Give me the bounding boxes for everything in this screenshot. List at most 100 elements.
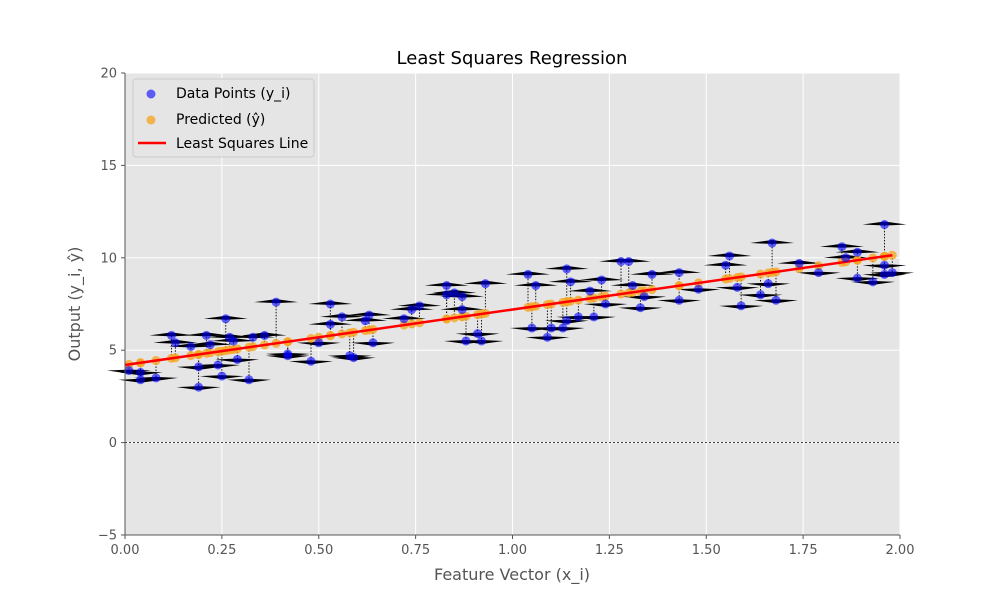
data-point [725, 251, 734, 261]
data-point [457, 292, 467, 302]
data-point [635, 303, 645, 313]
data-point [232, 354, 242, 364]
data-point [442, 290, 452, 300]
data-point [167, 330, 176, 340]
data-point [194, 362, 204, 372]
data-point [763, 279, 773, 289]
data-point [449, 288, 459, 298]
x-tick-label: 0.25 [207, 543, 236, 558]
x-tick-label: 0.75 [401, 543, 430, 558]
x-axis-label: Feature Vector (x_i) [434, 565, 590, 585]
data-point [325, 299, 335, 309]
data-point [325, 319, 335, 329]
data-point [546, 323, 556, 333]
y-tick-label: 0 [109, 436, 117, 451]
data-point [213, 360, 223, 370]
data-point [767, 238, 777, 248]
data-point [229, 336, 238, 346]
data-point [314, 338, 324, 348]
data-point [124, 366, 134, 376]
data-point [558, 323, 568, 333]
data-point [647, 269, 657, 279]
data-point [399, 314, 409, 324]
data-point [732, 282, 742, 292]
y-tick-label: 15 [100, 159, 117, 174]
data-point [306, 356, 316, 366]
legend: Data Points (y_i) Predicted (ŷ) Least Sq… [132, 78, 315, 158]
data-point [364, 310, 374, 320]
x-tick-label: 2.00 [886, 543, 915, 558]
data-point [880, 260, 889, 270]
data-point [616, 256, 626, 266]
legend-label-predicted: Predicted (ŷ) [176, 112, 265, 128]
legend-label-line: Least Squares Line [176, 136, 308, 152]
data-point [868, 277, 878, 287]
data-points-series [124, 220, 897, 392]
least-squares-line [124, 253, 893, 367]
x-tick-label: 1.50 [692, 543, 721, 558]
data-point [221, 314, 231, 324]
y-tick-label: 10 [100, 251, 117, 266]
legend-box [132, 78, 315, 158]
data-point [562, 264, 572, 274]
x-tick-label: 0.00 [111, 543, 140, 558]
grid [124, 72, 901, 536]
data-point [136, 375, 145, 385]
data-point [244, 375, 254, 385]
data-point [283, 349, 293, 359]
data-point [260, 330, 269, 340]
data-point [756, 290, 765, 300]
data-point [527, 323, 537, 333]
x-axis-ticks: 0.00 0.25 0.50 0.75 1.00 1.25 1.50 1.75 2.00 [111, 535, 915, 558]
data-point [461, 336, 471, 346]
data-point [442, 281, 452, 291]
fit-line-series [124, 253, 893, 367]
data-point [271, 297, 281, 307]
data-point [368, 338, 378, 348]
data-point [136, 367, 145, 377]
data-point [542, 332, 552, 342]
data-point [814, 268, 824, 278]
data-point [841, 253, 851, 263]
data-point [170, 338, 180, 348]
data-point [205, 340, 215, 350]
x-tick-label: 1.75 [789, 543, 818, 558]
data-point [585, 286, 595, 296]
data-point [248, 332, 258, 342]
y-tick-label: 5 [109, 344, 117, 359]
y-axis-ticks: −5 0 5 10 15 20 [98, 67, 125, 544]
x-tick-label: 1.25 [595, 543, 624, 558]
data-point [721, 260, 731, 270]
data-point [151, 373, 161, 383]
data-point [523, 269, 533, 279]
legend-marker-data-points [146, 89, 156, 99]
data-point [337, 312, 347, 322]
data-point [589, 312, 599, 322]
data-point [624, 256, 634, 266]
data-point [573, 312, 583, 322]
data-point [674, 295, 684, 305]
data-point [349, 353, 359, 363]
data-point [694, 284, 703, 294]
legend-marker-predicted [146, 115, 156, 125]
data-point [457, 305, 467, 315]
data-point [601, 299, 610, 309]
y-tick-label: 20 [100, 67, 117, 82]
data-point [852, 273, 862, 283]
data-point [194, 382, 204, 392]
data-point [880, 269, 889, 279]
data-point [217, 371, 227, 381]
data-point [477, 336, 486, 346]
data-point [597, 275, 607, 285]
data-point [736, 301, 746, 311]
data-point [880, 220, 889, 230]
y-axis-label: Output (y_i, ŷ) [65, 247, 85, 362]
data-point [794, 258, 804, 268]
y-tick-label: −5 [98, 529, 117, 544]
data-point [186, 342, 196, 352]
data-point [415, 301, 424, 311]
data-point [480, 279, 490, 289]
data-point [407, 305, 417, 315]
x-tick-label: 0.50 [304, 543, 333, 558]
